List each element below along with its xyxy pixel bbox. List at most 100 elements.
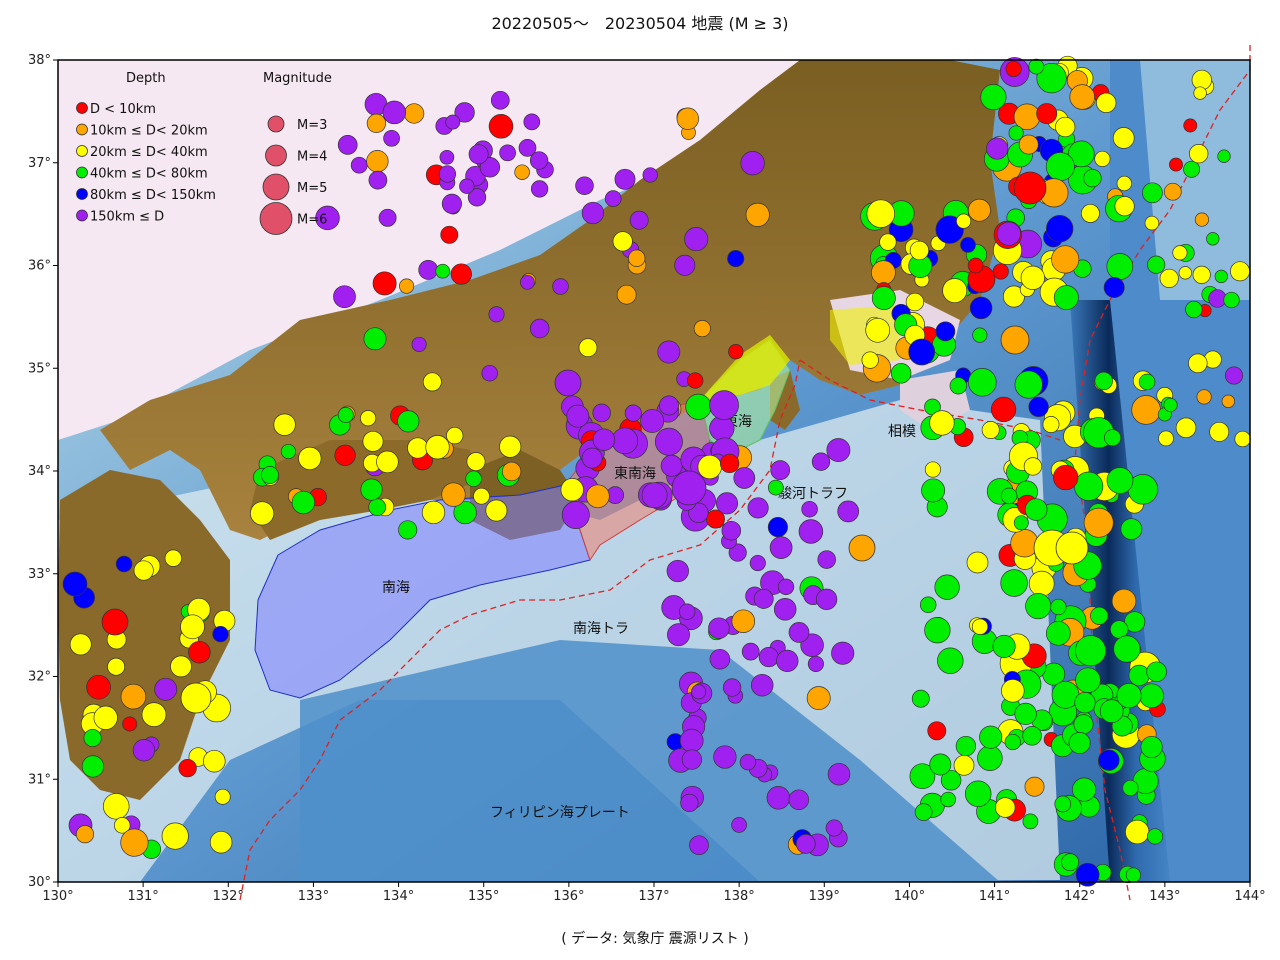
earthquake-marker bbox=[1206, 232, 1220, 246]
earthquake-marker bbox=[1075, 667, 1101, 693]
earthquake-marker bbox=[1131, 395, 1161, 425]
earthquake-marker bbox=[1073, 714, 1094, 735]
earthquake-marker bbox=[479, 157, 501, 178]
earthquake-marker bbox=[1116, 175, 1132, 192]
earthquake-marker bbox=[949, 377, 967, 395]
earthquake-marker bbox=[758, 647, 779, 668]
earthquake-marker bbox=[1122, 779, 1139, 797]
earthquake-marker bbox=[679, 728, 704, 753]
earthquake-marker bbox=[940, 769, 962, 791]
earthquake-marker bbox=[1147, 255, 1166, 274]
earthquake-marker bbox=[518, 139, 537, 157]
earthquake-marker bbox=[1053, 464, 1079, 491]
earthquake-marker bbox=[1036, 62, 1067, 94]
earthquake-marker bbox=[1221, 394, 1235, 408]
earthquake-marker bbox=[967, 257, 984, 274]
earthquake-marker bbox=[467, 188, 487, 207]
legend-depth-label: 10km ≤ D< 20km bbox=[90, 124, 208, 139]
earthquake-marker bbox=[871, 286, 896, 311]
earthquake-marker bbox=[1139, 683, 1164, 709]
earthquake-marker bbox=[441, 193, 462, 214]
earthquake-marker bbox=[929, 753, 952, 776]
honshu-landmass bbox=[100, 60, 1000, 540]
earthquake-marker bbox=[996, 221, 1021, 246]
earthquake-marker bbox=[446, 426, 464, 445]
earthquake-marker bbox=[439, 149, 455, 165]
earthquake-marker bbox=[739, 754, 757, 771]
earthquake-marker bbox=[641, 482, 668, 509]
legend-magnitude-label: M=5 bbox=[297, 181, 327, 196]
x-tick-label: 132° bbox=[213, 889, 244, 904]
earthquake-marker bbox=[1024, 498, 1048, 521]
earthquake-marker bbox=[441, 482, 466, 507]
earthquake-marker bbox=[924, 461, 941, 478]
earthquake-marker bbox=[940, 791, 956, 808]
earthquake-marker bbox=[530, 180, 549, 198]
earthquake-marker bbox=[1010, 529, 1039, 558]
earthquake-marker bbox=[1175, 417, 1197, 439]
earthquake-marker bbox=[721, 520, 742, 541]
earthquake-marker bbox=[1163, 397, 1178, 413]
earthquake-marker bbox=[1193, 86, 1207, 100]
earthquake-marker bbox=[1192, 265, 1211, 284]
earthquake-marker bbox=[154, 677, 178, 701]
legend-magnitude-swatch bbox=[259, 202, 293, 235]
earthquake-marker bbox=[659, 395, 679, 416]
x-tick-label: 144° bbox=[1234, 889, 1265, 904]
earthquake-marker bbox=[291, 490, 316, 515]
earthquake-marker bbox=[1234, 430, 1251, 448]
earthquake-marker bbox=[1106, 253, 1134, 280]
legend-magnitude-swatch bbox=[265, 144, 287, 167]
earthquake-marker bbox=[766, 786, 791, 810]
earthquake-marker bbox=[679, 603, 696, 620]
sagami-label: 相模 bbox=[888, 424, 916, 440]
earthquake-marker bbox=[260, 466, 279, 484]
earthquake-marker bbox=[815, 588, 838, 610]
earthquake-marker bbox=[376, 450, 399, 474]
earthquake-marker-large bbox=[671, 470, 707, 506]
earthquake-marker bbox=[440, 225, 459, 244]
legend-depth-title: Depth bbox=[126, 71, 166, 86]
earthquake-marker bbox=[107, 657, 126, 676]
earthquake-marker bbox=[684, 227, 709, 252]
earthquake-marker bbox=[490, 90, 510, 110]
earthquake-marker bbox=[614, 168, 636, 190]
earthquake-marker bbox=[769, 536, 793, 559]
earthquake-marker bbox=[1008, 125, 1024, 141]
earthquake-marker bbox=[1196, 389, 1212, 405]
earthquake-marker bbox=[927, 721, 947, 741]
earthquake-marker bbox=[1053, 285, 1079, 311]
earthquake-marker bbox=[1183, 160, 1201, 178]
earthquake-marker bbox=[731, 609, 756, 633]
x-tick-label: 136° bbox=[553, 889, 584, 904]
earthquake-marker bbox=[1138, 373, 1156, 391]
earthquake-marker bbox=[628, 249, 646, 267]
earthquake-marker bbox=[575, 176, 594, 195]
earthquake-marker bbox=[501, 461, 522, 482]
x-tick-label: 141° bbox=[979, 889, 1010, 904]
earthquake-marker bbox=[1098, 749, 1120, 771]
earthquake-marker bbox=[937, 647, 964, 675]
earthquake-marker bbox=[178, 758, 197, 778]
earthquake-marker bbox=[728, 543, 747, 562]
earthquake-marker bbox=[966, 551, 989, 574]
earthquake-marker bbox=[914, 803, 933, 821]
earthquake-marker bbox=[667, 623, 690, 647]
earthquake-marker bbox=[1046, 215, 1074, 243]
earthquake-marker bbox=[908, 338, 936, 366]
earthquake-marker bbox=[1068, 732, 1091, 754]
data-source-footer: ( データ: 気象庁 震源リスト ) bbox=[561, 931, 749, 947]
earthquake-marker bbox=[86, 674, 111, 700]
earthquake-marker bbox=[334, 444, 356, 466]
earthquake-marker bbox=[685, 393, 712, 420]
earthquake-marker bbox=[454, 102, 475, 123]
earthquake-marker bbox=[592, 428, 616, 451]
earthquake-marker bbox=[141, 702, 167, 727]
earthquake-marker bbox=[1224, 366, 1244, 385]
earthquake-marker bbox=[727, 250, 745, 268]
earthquake-marker bbox=[981, 421, 1000, 439]
y-tick-label: 38° bbox=[28, 53, 51, 68]
earthquake-marker bbox=[964, 780, 992, 808]
earthquake-marker bbox=[1002, 285, 1025, 308]
earthquake-marker bbox=[115, 555, 133, 573]
